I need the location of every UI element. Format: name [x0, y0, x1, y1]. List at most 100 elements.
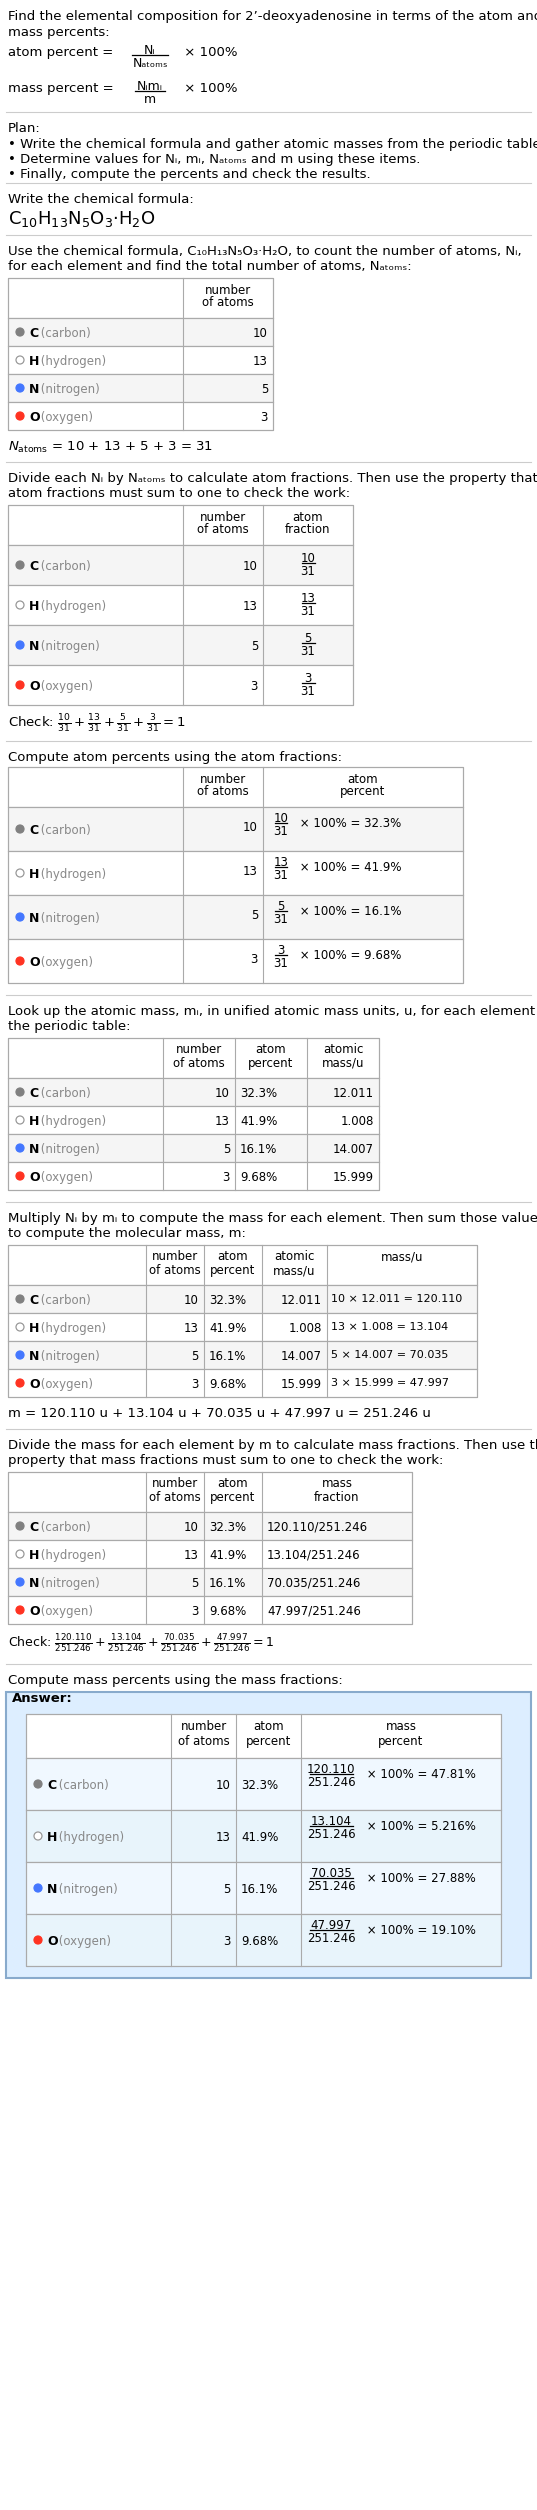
Text: 251.246: 251.246 — [307, 1827, 355, 1840]
Text: 3: 3 — [251, 680, 258, 693]
Bar — [8, 505, 353, 545]
Text: Nᵢmᵢ: Nᵢmᵢ — [137, 80, 163, 93]
Text: H: H — [29, 1549, 39, 1561]
Circle shape — [16, 956, 24, 964]
Text: 31: 31 — [301, 565, 315, 577]
Text: number: number — [180, 1719, 227, 1732]
Text: 3 × 15.999 = 47.997: 3 × 15.999 = 47.997 — [331, 1378, 449, 1388]
Text: 10: 10 — [184, 1295, 199, 1308]
Circle shape — [16, 1350, 24, 1358]
Text: 31: 31 — [273, 956, 288, 969]
Text: C: C — [29, 560, 38, 572]
Text: 10: 10 — [273, 813, 288, 826]
Circle shape — [16, 562, 24, 570]
Bar — [8, 1340, 477, 1368]
Text: 16.1%: 16.1% — [209, 1350, 246, 1363]
Text: 3: 3 — [251, 954, 258, 966]
Text: 12.011: 12.011 — [281, 1295, 322, 1308]
Text: (nitrogen): (nitrogen) — [37, 1142, 100, 1157]
Text: 3: 3 — [304, 673, 311, 685]
Text: × 100% = 47.81%: × 100% = 47.81% — [363, 1767, 476, 1782]
Bar — [8, 1162, 379, 1190]
Text: mass: mass — [386, 1719, 417, 1732]
Text: $\mathregular{C_{10}H_{13}N_5O_3{\cdot}H_2O}$: $\mathregular{C_{10}H_{13}N_5O_3{\cdot}H… — [8, 208, 156, 228]
Text: property that mass fractions must sum to one to check the work:: property that mass fractions must sum to… — [8, 1453, 444, 1466]
Text: Compute atom percents using the atom fractions:: Compute atom percents using the atom fra… — [8, 750, 342, 763]
Text: Use the chemical formula, C₁₀H₁₃N₅O₃·H₂O, to count the number of atoms, Nᵢ,: Use the chemical formula, C₁₀H₁₃N₅O₃·H₂O… — [8, 246, 521, 259]
Text: Nₐₜₒₘₛ: Nₐₜₒₘₛ — [132, 58, 168, 70]
Bar — [8, 768, 463, 984]
Text: atom percent =: atom percent = — [8, 45, 118, 60]
Text: (hydrogen): (hydrogen) — [37, 1549, 106, 1561]
Text: H: H — [29, 354, 39, 369]
Text: of atoms: of atoms — [178, 1734, 229, 1747]
Text: C: C — [47, 1780, 56, 1792]
Text: H: H — [29, 1114, 39, 1127]
Text: 5: 5 — [277, 901, 285, 914]
Text: 5: 5 — [223, 1142, 230, 1157]
Text: 70.035/251.246: 70.035/251.246 — [267, 1576, 360, 1589]
Text: N: N — [29, 640, 39, 653]
Text: (hydrogen): (hydrogen) — [37, 1323, 106, 1335]
Text: 16.1%: 16.1% — [209, 1576, 246, 1589]
Bar — [26, 1714, 501, 1965]
Text: 5: 5 — [251, 909, 258, 921]
Text: (hydrogen): (hydrogen) — [37, 868, 106, 881]
Text: number: number — [176, 1044, 222, 1057]
Text: (oxygen): (oxygen) — [37, 412, 93, 424]
Text: × 100% = 16.1%: × 100% = 16.1% — [296, 906, 402, 919]
Text: 47.997: 47.997 — [310, 1920, 352, 1933]
Circle shape — [16, 826, 24, 833]
Text: H: H — [29, 1323, 39, 1335]
Text: 15.999: 15.999 — [333, 1172, 374, 1185]
Circle shape — [16, 329, 24, 336]
Text: (nitrogen): (nitrogen) — [37, 1350, 100, 1363]
Text: of atoms: of atoms — [173, 1057, 225, 1069]
Text: 3: 3 — [192, 1604, 199, 1619]
Text: mass/u: mass/u — [381, 1250, 423, 1263]
Bar — [8, 851, 463, 896]
Text: of atoms: of atoms — [197, 786, 249, 798]
Text: (oxygen): (oxygen) — [37, 1378, 93, 1391]
Circle shape — [16, 600, 24, 610]
Text: × 100% = 9.68%: × 100% = 9.68% — [296, 949, 401, 961]
Text: O: O — [47, 1935, 57, 1948]
Text: (carbon): (carbon) — [37, 326, 91, 339]
Bar — [8, 1039, 379, 1077]
Text: 120.110/251.246: 120.110/251.246 — [267, 1521, 368, 1534]
Text: C: C — [29, 1295, 38, 1308]
Text: percent: percent — [248, 1057, 294, 1069]
Bar — [8, 346, 273, 374]
Text: H: H — [47, 1830, 57, 1845]
Text: 13: 13 — [253, 354, 268, 369]
Text: 10: 10 — [215, 1087, 230, 1099]
Text: 31: 31 — [301, 645, 315, 658]
Text: Check: $\frac{10}{31} + \frac{13}{31} + \frac{5}{31} + \frac{3}{31} = 1$: Check: $\frac{10}{31} + \frac{13}{31} + … — [8, 713, 186, 735]
Text: 9.68%: 9.68% — [209, 1378, 246, 1391]
Text: Divide each Nᵢ by Nₐₜₒₘₛ to calculate atom fractions. Then use the property that: Divide each Nᵢ by Nₐₜₒₘₛ to calculate at… — [8, 472, 537, 484]
Text: Divide the mass for each element by m to calculate mass fractions. Then use the: Divide the mass for each element by m to… — [8, 1438, 537, 1451]
Text: 32.3%: 32.3% — [209, 1295, 246, 1308]
Text: 32.3%: 32.3% — [241, 1780, 278, 1792]
Text: 9.68%: 9.68% — [240, 1172, 277, 1185]
Text: (carbon): (carbon) — [37, 1521, 91, 1534]
Text: C: C — [29, 1087, 38, 1099]
Text: 31: 31 — [273, 914, 288, 926]
Text: 3: 3 — [277, 944, 285, 956]
Circle shape — [34, 1935, 42, 1945]
Text: 31: 31 — [273, 826, 288, 838]
Text: 41.9%: 41.9% — [209, 1323, 246, 1335]
Text: 31: 31 — [301, 605, 315, 617]
Bar — [8, 545, 353, 585]
Text: (oxygen): (oxygen) — [37, 680, 93, 693]
Text: 10 × 12.011 = 120.110: 10 × 12.011 = 120.110 — [331, 1295, 462, 1305]
Text: 13.104/251.246: 13.104/251.246 — [267, 1549, 361, 1561]
Text: $N_{\mathrm{atoms}}$ = 10 + 13 + 5 + 3 = 31: $N_{\mathrm{atoms}}$ = 10 + 13 + 5 + 3 =… — [8, 439, 213, 454]
Text: 15.999: 15.999 — [281, 1378, 322, 1391]
Text: atom: atom — [217, 1476, 248, 1491]
Text: 10: 10 — [216, 1780, 231, 1792]
Text: 13: 13 — [273, 856, 288, 868]
Text: • Finally, compute the percents and check the results.: • Finally, compute the percents and chec… — [8, 168, 371, 181]
Text: × 100%: × 100% — [180, 83, 237, 95]
Text: 13: 13 — [243, 600, 258, 612]
